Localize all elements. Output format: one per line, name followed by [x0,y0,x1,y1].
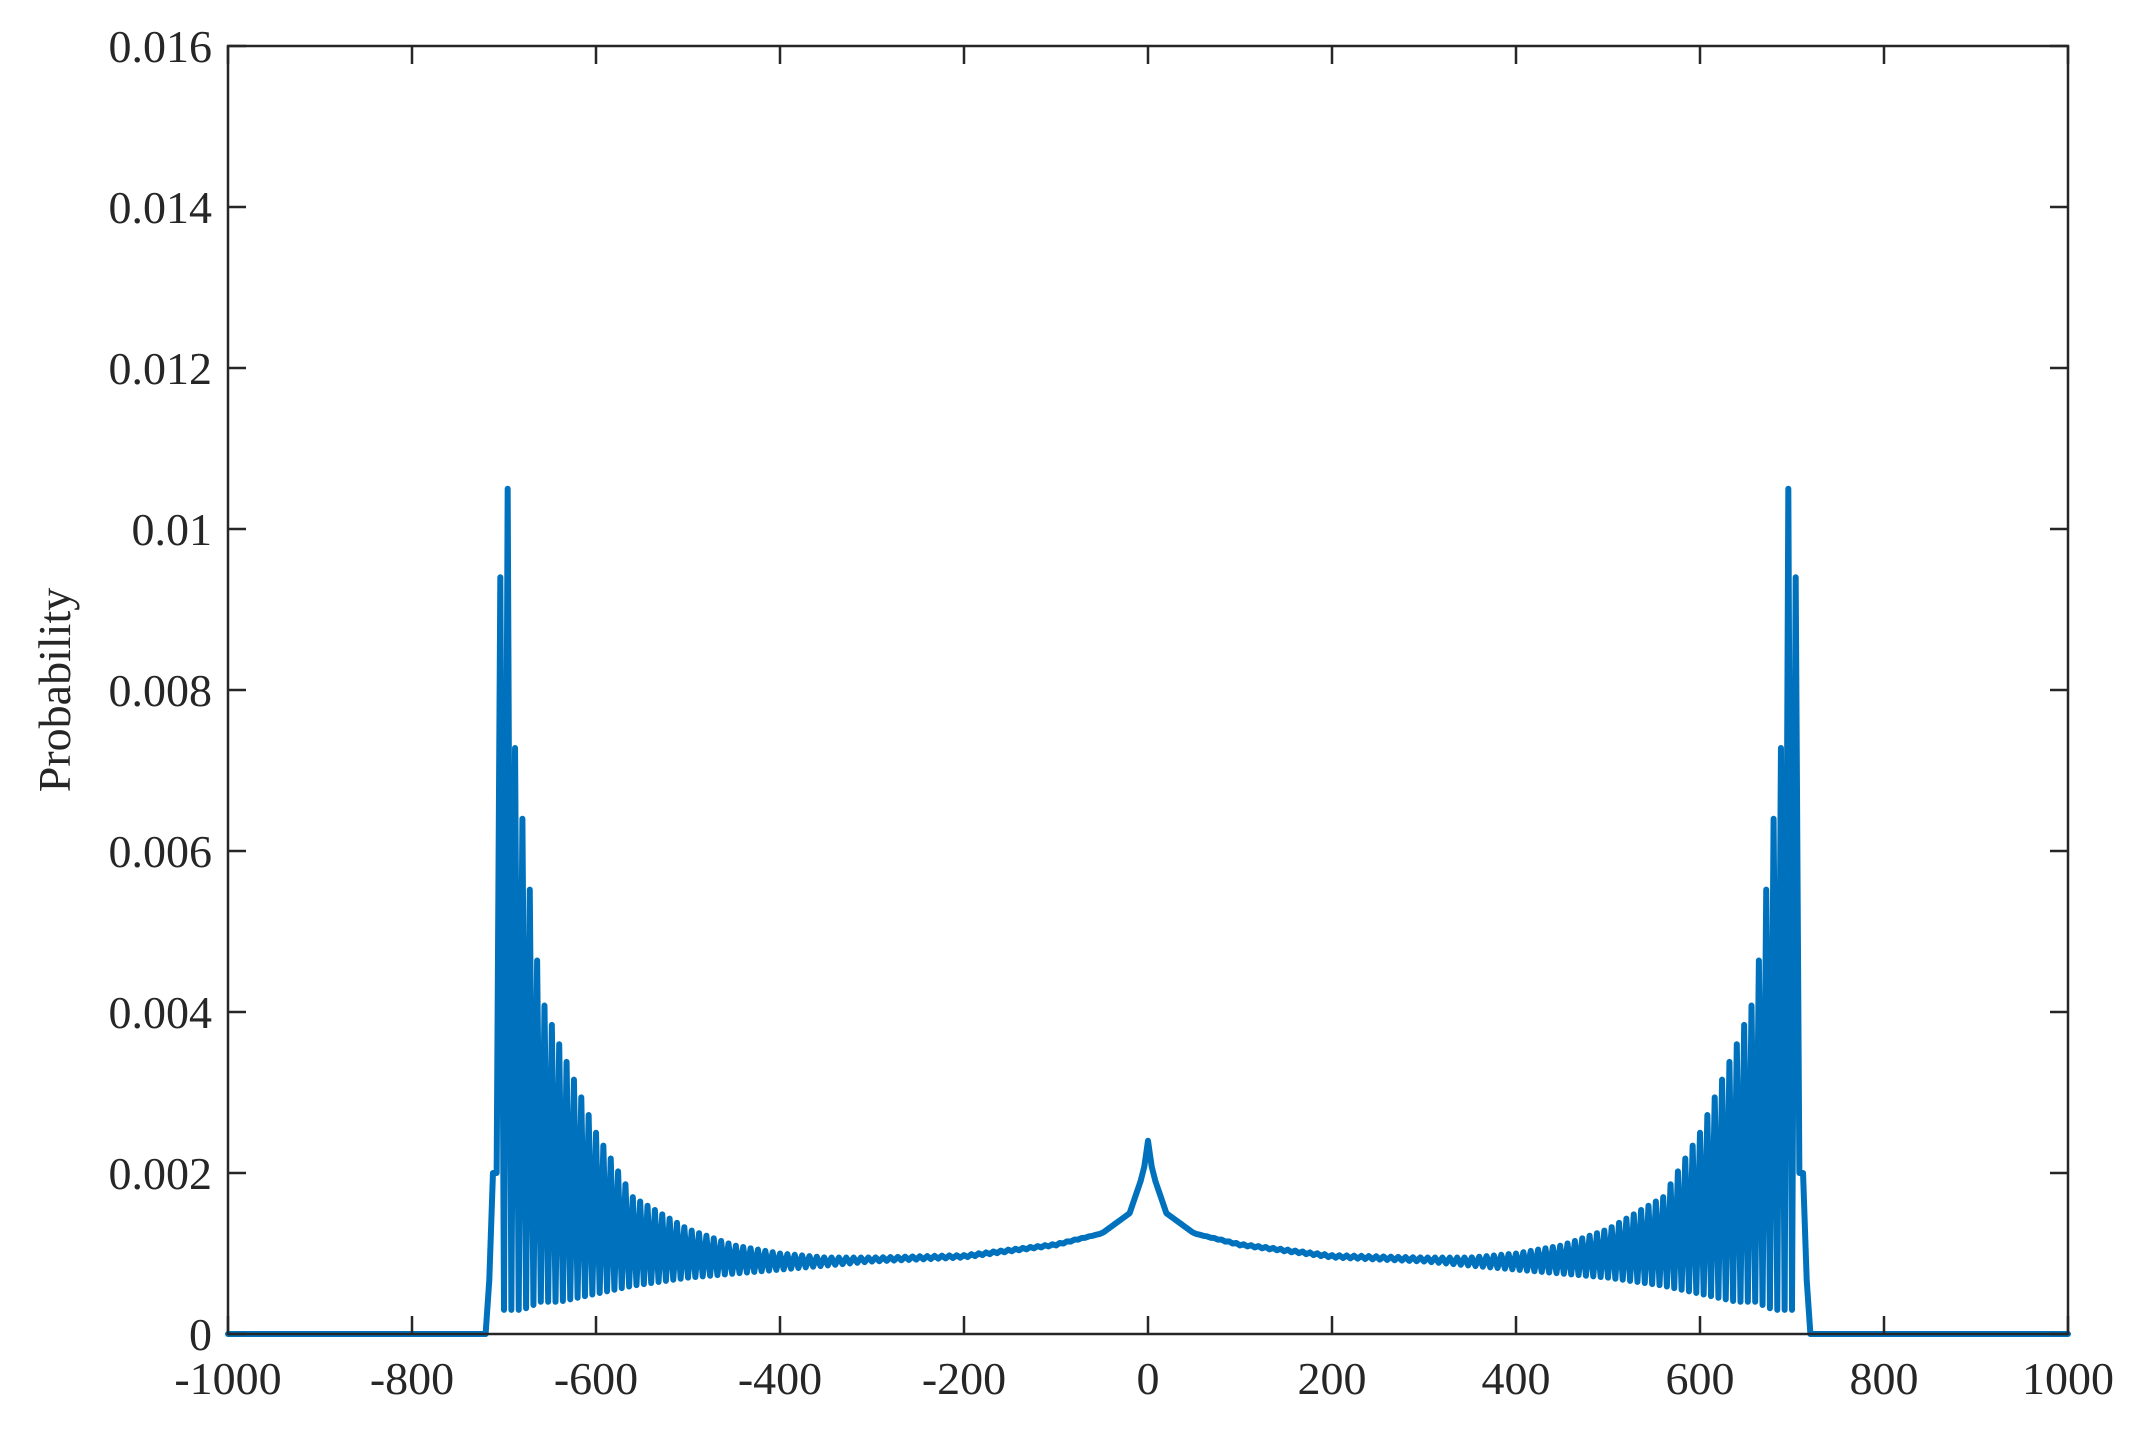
y-tick-label: 0.006 [109,826,213,877]
x-tick-label: 0 [1137,1353,1160,1404]
y-axis-label: Probability [29,588,80,792]
series-layer [225,485,2071,1337]
x-tick-label: -200 [922,1353,1006,1404]
y-axis-ticks: 0 0.002 0.004 0.006 0.008 0.01 0.012 0.014 0.016 [109,21,2068,1360]
x-axis-ticks: -1000 -800 -600 -400 -200 0 200 400 600 800 1000 [174,46,2114,1404]
y-tick-label: 0 [189,1309,212,1360]
x-tick-label: 1000 [2022,1353,2114,1404]
y-tick-label: 0.01 [132,504,213,555]
y-tick-label: 0.004 [109,987,213,1038]
x-tick-label: -600 [554,1353,638,1404]
x-tick-label: 800 [1850,1353,1919,1404]
x-tick-label: 400 [1482,1353,1551,1404]
y-tick-label: 0.012 [109,343,213,394]
x-tick-label: -800 [370,1353,454,1404]
probability-series-line [225,485,2071,1337]
y-tick-label: 0.008 [109,665,213,716]
y-tick-label: 0.016 [109,21,213,72]
y-tick-label: 0.002 [109,1148,213,1199]
x-tick-label: -400 [738,1353,822,1404]
x-tick-label: 200 [1298,1353,1367,1404]
x-tick-label: 600 [1666,1353,1735,1404]
x-tick-label: -1000 [174,1353,281,1404]
y-tick-label: 0.014 [109,182,213,233]
